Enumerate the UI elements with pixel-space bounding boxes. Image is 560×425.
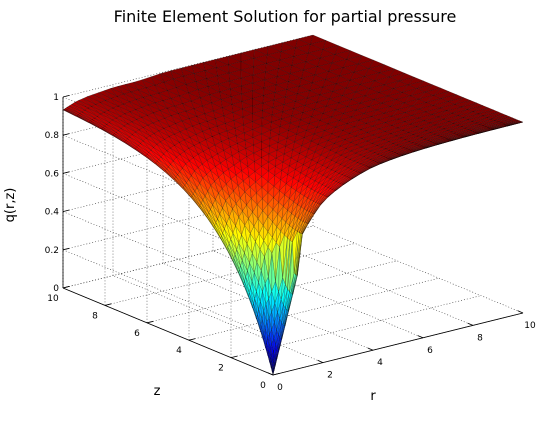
y-tick-label: 4: [176, 346, 182, 356]
y-axis-line: [63, 288, 273, 375]
z-axis-label: q(r,z): [3, 188, 18, 223]
z-tick-label: 0.8: [45, 131, 60, 141]
x-tick-label: 6: [427, 346, 433, 356]
chart-title: Finite Element Solution for partial pres…: [114, 7, 457, 26]
z-tick-label: 0: [53, 284, 59, 294]
z-tick-mark: [63, 210, 69, 212]
x-axis-line: [273, 313, 523, 375]
x-tick-mark: [318, 360, 323, 362]
x-tick-mark: [368, 348, 373, 350]
y-tick-mark: [147, 321, 153, 323]
y-tick-label: 10: [47, 294, 59, 304]
z-tick-label: 1: [53, 93, 59, 103]
grid-line: [313, 226, 523, 313]
z-tick-mark: [63, 134, 69, 136]
y-tick-mark: [105, 304, 111, 306]
x-tick-label: 8: [477, 333, 483, 343]
y-axis-label: z: [154, 384, 161, 399]
x-tick-mark: [468, 323, 473, 325]
y-tick-mark: [231, 356, 237, 358]
z-tick-label: 0.4: [45, 208, 60, 218]
x-axis-label: r: [370, 389, 376, 404]
y-tick-mark: [273, 373, 279, 375]
z-tick-mark: [63, 248, 69, 250]
z-tick-label: 0.6: [45, 169, 60, 179]
z-tick-mark: [63, 172, 69, 174]
x-tick-label: 4: [377, 358, 383, 368]
x-tick-label: 2: [327, 371, 333, 381]
x-tick-mark: [518, 311, 523, 313]
surface-mesh: [63, 35, 523, 375]
y-tick-label: 2: [218, 364, 224, 374]
z-tick-label: 0.2: [45, 246, 59, 256]
x-tick-label: 10: [524, 321, 536, 331]
y-tick-label: 8: [92, 311, 98, 321]
y-tick-label: 6: [134, 329, 140, 339]
x-tick-mark: [268, 373, 273, 375]
y-tick-label: 0: [260, 381, 266, 391]
x-tick-label: 0: [277, 383, 283, 393]
grid-line: [189, 278, 439, 340]
z-tick-mark: [63, 286, 69, 288]
x-tick-mark: [418, 336, 423, 338]
y-tick-mark: [189, 339, 195, 341]
z-tick-mark: [63, 95, 69, 97]
